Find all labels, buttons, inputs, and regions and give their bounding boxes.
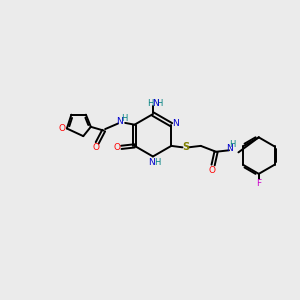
Text: O: O	[114, 143, 121, 152]
Text: S: S	[182, 142, 189, 152]
Text: H: H	[154, 158, 160, 167]
Text: H: H	[230, 140, 236, 149]
Text: O: O	[58, 124, 65, 133]
Text: N: N	[116, 117, 123, 126]
Text: H: H	[121, 114, 127, 123]
Text: O: O	[208, 166, 215, 175]
Text: H: H	[147, 99, 153, 108]
Text: N: N	[152, 99, 158, 108]
Text: N: N	[172, 119, 179, 128]
Text: O: O	[93, 143, 100, 152]
Text: F: F	[256, 179, 261, 188]
Text: N: N	[148, 158, 155, 167]
Text: N: N	[226, 144, 233, 153]
Text: H: H	[156, 99, 163, 108]
